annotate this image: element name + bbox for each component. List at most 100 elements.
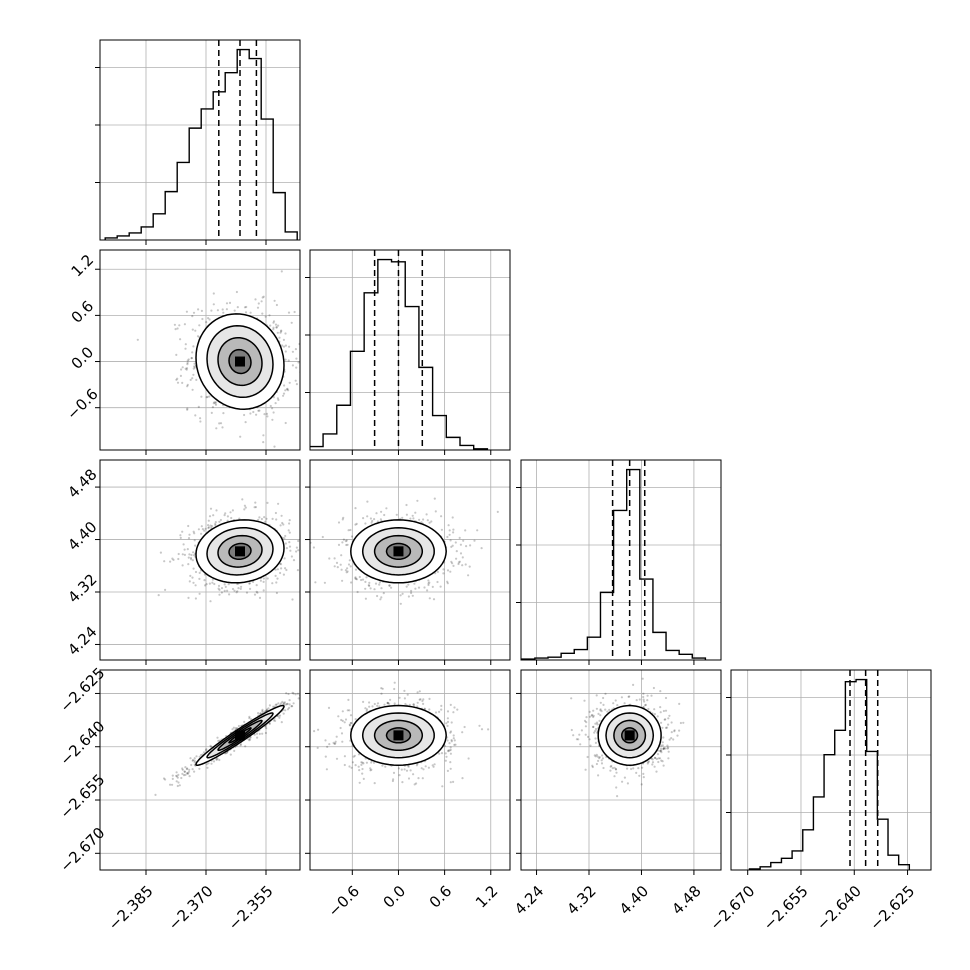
scatter-point xyxy=(181,530,184,533)
scatter-point xyxy=(344,718,348,721)
scatter-point xyxy=(457,562,460,566)
scatter-point xyxy=(181,772,184,776)
contour-line xyxy=(195,704,285,766)
scatter-panel-2-0 xyxy=(95,459,306,665)
scatter-point xyxy=(272,321,275,324)
scatter-point xyxy=(274,719,277,723)
scatter-point xyxy=(278,336,281,339)
scatter-point xyxy=(367,584,370,587)
scatter-point xyxy=(333,557,336,560)
scatter-point xyxy=(197,405,200,408)
scatter-point xyxy=(461,556,464,559)
scatter-point xyxy=(301,363,303,365)
scatter-point xyxy=(198,324,201,327)
scatter-point xyxy=(136,338,139,341)
scatter-point xyxy=(186,408,189,411)
panel-frame xyxy=(309,249,511,451)
scatter-point xyxy=(461,777,464,780)
scatter-point xyxy=(258,409,261,412)
scatter-point xyxy=(282,392,286,395)
scatter-point xyxy=(412,703,415,706)
scatter-point xyxy=(418,698,421,701)
scatter-point xyxy=(659,749,662,752)
scatter-point xyxy=(274,703,277,706)
scatter-point xyxy=(236,590,239,593)
scatter-point xyxy=(234,727,237,730)
scatter-point xyxy=(287,389,290,392)
scatter-point xyxy=(205,583,208,586)
scatter-point xyxy=(369,517,372,520)
density-peak xyxy=(393,546,404,557)
scatter-point xyxy=(415,782,418,785)
scatter-point xyxy=(191,377,194,380)
scatter-point xyxy=(407,595,410,598)
scatter-point xyxy=(354,718,357,721)
scatter-point xyxy=(411,594,414,597)
scatter-point xyxy=(453,743,456,747)
scatter-point xyxy=(275,518,278,521)
scatter-point xyxy=(456,708,459,711)
scatter-point xyxy=(476,529,479,532)
scatter-point xyxy=(660,721,663,724)
scatter-point xyxy=(448,749,451,752)
scatter-point xyxy=(194,584,197,587)
scatter-point xyxy=(325,768,328,771)
scatter-point xyxy=(673,730,676,733)
scatter-point xyxy=(452,564,455,568)
scatter-point xyxy=(296,569,299,572)
scatter-point xyxy=(454,743,457,746)
scatter-point xyxy=(181,381,184,384)
scatter-point xyxy=(181,553,184,556)
scatter-point xyxy=(212,402,215,405)
scatter-point xyxy=(337,521,341,524)
contour-line xyxy=(217,336,263,387)
scatter-point xyxy=(427,579,430,582)
contour-line xyxy=(373,719,424,752)
scatter-point xyxy=(164,778,167,781)
scatter-point xyxy=(313,372,315,374)
scatter-point xyxy=(333,742,336,746)
scatter-point xyxy=(176,784,179,788)
scatter-point xyxy=(275,326,278,329)
scatter-point xyxy=(264,520,267,523)
scatter-point xyxy=(243,720,246,724)
scatter-point xyxy=(212,303,215,306)
scatter-point xyxy=(275,326,278,329)
scatter-point xyxy=(375,512,378,515)
scatter-point xyxy=(467,574,470,577)
scatter-point xyxy=(356,590,359,594)
scatter-point xyxy=(433,763,436,766)
scatter-point xyxy=(304,546,306,548)
scatter-point xyxy=(268,722,271,726)
scatter-point xyxy=(457,561,460,564)
scatter-point xyxy=(204,749,207,752)
scatter-point xyxy=(190,763,193,767)
scatter-point xyxy=(193,770,196,773)
scatter-point xyxy=(266,415,269,418)
scatter-point xyxy=(390,586,393,589)
scatter-point xyxy=(169,783,172,786)
scatter-point xyxy=(229,753,232,756)
scatter-point xyxy=(380,692,383,695)
scatter-point xyxy=(446,717,449,720)
scatter-point xyxy=(393,681,396,684)
scatter-point xyxy=(261,710,264,713)
scatter-point xyxy=(461,564,464,567)
scatter-point xyxy=(449,570,452,573)
panel-content xyxy=(521,670,721,870)
scatter-point xyxy=(393,687,396,691)
scatter-point xyxy=(379,598,382,601)
scatter-point xyxy=(154,793,157,797)
scatter-point xyxy=(292,702,295,705)
scatter-point xyxy=(233,749,236,753)
scatter-point xyxy=(280,567,283,570)
scatter-point xyxy=(572,734,575,737)
scatter-point xyxy=(345,543,348,547)
scatter-point xyxy=(207,762,210,765)
scatter-point xyxy=(335,757,339,760)
scatter-point xyxy=(644,704,647,707)
scatter-point xyxy=(200,525,203,528)
scatter-point xyxy=(245,305,248,309)
scatter-point xyxy=(186,359,189,362)
scatter-point xyxy=(428,597,431,600)
